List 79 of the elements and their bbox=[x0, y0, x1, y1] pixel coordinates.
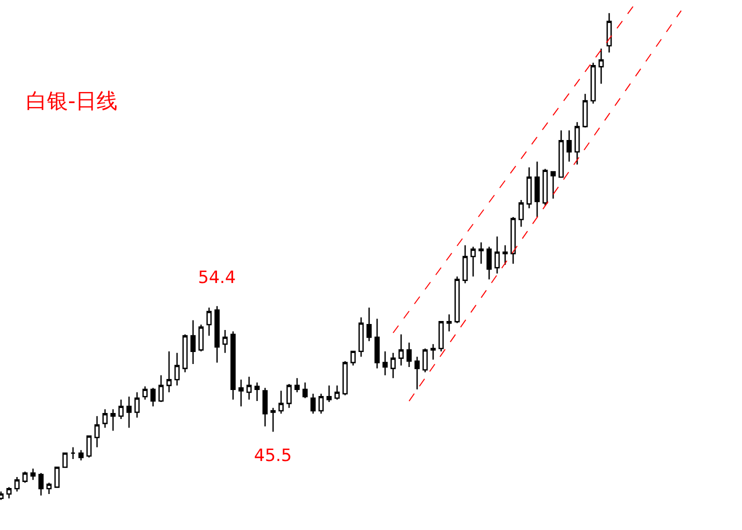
candlestick bbox=[46, 482, 52, 495]
candlestick bbox=[542, 168, 548, 206]
candlestick bbox=[14, 476, 20, 492]
candlestick bbox=[414, 356, 420, 390]
candlestick bbox=[190, 320, 196, 365]
candlestick bbox=[270, 407, 276, 432]
candlestick bbox=[150, 387, 156, 408]
candlestick bbox=[62, 452, 68, 468]
candlestick bbox=[134, 392, 140, 418]
candlestick bbox=[262, 387, 268, 427]
candlestick bbox=[166, 350, 172, 393]
candlestick bbox=[470, 246, 476, 278]
annotation: 54.4 bbox=[198, 268, 236, 288]
candlestick bbox=[366, 306, 372, 342]
candlestick bbox=[494, 236, 500, 274]
candlestick bbox=[246, 376, 252, 400]
candlestick bbox=[6, 486, 12, 500]
candlestick bbox=[86, 435, 92, 458]
candlestick bbox=[118, 398, 124, 420]
candlestick bbox=[334, 384, 340, 400]
candlestick bbox=[342, 360, 348, 396]
candlestick bbox=[550, 171, 556, 200]
candlestick bbox=[574, 122, 580, 166]
candlestick bbox=[126, 396, 132, 428]
candlestick bbox=[558, 130, 564, 178]
candlestick bbox=[222, 329, 228, 354]
candlestick bbox=[326, 384, 332, 403]
candlestick bbox=[38, 472, 44, 496]
text: 白银-日线 bbox=[26, 89, 118, 114]
candlestick bbox=[382, 350, 388, 376]
candlestick bbox=[22, 470, 28, 484]
candlestick bbox=[438, 321, 444, 352]
annotation: 45.5 bbox=[254, 446, 292, 466]
candlestick bbox=[206, 306, 212, 336]
candlestick bbox=[598, 48, 604, 84]
candlestick bbox=[518, 199, 524, 228]
candlestick bbox=[590, 62, 596, 104]
candlestick bbox=[358, 316, 364, 358]
candlestick bbox=[54, 466, 60, 488]
candlestick bbox=[30, 468, 36, 481]
candlestick bbox=[486, 246, 492, 280]
candlestick bbox=[446, 314, 452, 332]
candlestick bbox=[70, 446, 76, 460]
candlestick bbox=[286, 383, 292, 408]
candlestick bbox=[510, 216, 516, 264]
candlestick bbox=[110, 408, 116, 432]
candlestick bbox=[158, 374, 164, 403]
candlestick bbox=[526, 166, 532, 209]
candlestick bbox=[182, 334, 188, 373]
candlestick bbox=[174, 352, 180, 386]
candlestick bbox=[238, 378, 244, 408]
candlestick bbox=[254, 382, 260, 402]
candlestick bbox=[102, 408, 108, 428]
candlestick bbox=[398, 334, 404, 366]
candlestick bbox=[454, 276, 460, 324]
candlestick bbox=[422, 348, 428, 373]
candlestick bbox=[430, 343, 436, 360]
candlestick bbox=[478, 242, 484, 264]
candlestick bbox=[278, 390, 284, 414]
candlestick bbox=[230, 330, 236, 400]
candlestick bbox=[534, 160, 540, 218]
candlestick bbox=[374, 318, 380, 370]
candlestick bbox=[390, 352, 396, 379]
candlestick bbox=[462, 244, 468, 284]
candlestick bbox=[606, 12, 612, 54]
candlestick bbox=[142, 386, 148, 400]
candlestick bbox=[350, 350, 356, 366]
candlestick bbox=[78, 450, 84, 462]
candlestick bbox=[302, 382, 308, 399]
candlestick bbox=[406, 342, 412, 368]
candlestick bbox=[318, 393, 324, 414]
candlestick bbox=[198, 324, 204, 352]
candlestick bbox=[214, 305, 220, 364]
candlestick bbox=[94, 415, 100, 448]
candlestick bbox=[294, 378, 300, 393]
candlestick bbox=[582, 93, 588, 128]
candlestick bbox=[502, 244, 508, 266]
candlestick bbox=[310, 393, 316, 414]
candlestick bbox=[566, 130, 572, 162]
